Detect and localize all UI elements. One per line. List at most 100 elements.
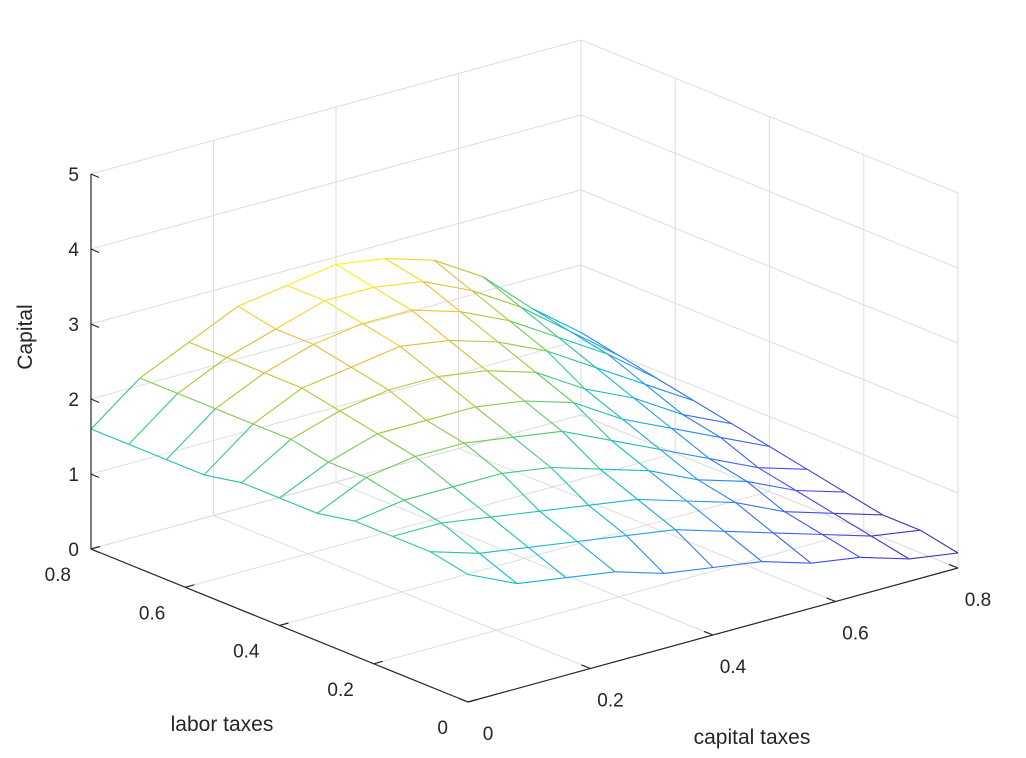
mesh-segment	[795, 489, 845, 493]
mesh-segment	[562, 430, 612, 441]
mesh-segment	[577, 535, 627, 543]
mesh-segment	[746, 480, 797, 492]
mesh-segment	[622, 418, 661, 450]
mesh-segment	[633, 397, 672, 429]
mesh-segment	[569, 330, 608, 355]
x-tick-mark	[458, 697, 469, 703]
mesh-segment	[610, 439, 650, 472]
x-tick-mark	[703, 630, 714, 636]
mesh-segment	[546, 350, 597, 369]
mesh-segment	[350, 366, 390, 391]
mesh-segment	[449, 339, 499, 343]
mesh-segment	[573, 402, 623, 420]
mesh-segment	[460, 311, 510, 322]
mesh-segment	[377, 433, 416, 457]
mesh-segment	[550, 466, 600, 470]
x-tick-mark	[826, 597, 836, 603]
mesh-segment	[399, 345, 439, 378]
mesh-segment	[241, 438, 292, 484]
right-wall-gridline	[580, 339, 959, 494]
mesh-segment	[437, 376, 476, 408]
mesh-segment	[448, 339, 488, 372]
mesh-segment	[433, 259, 473, 291]
mesh-segment	[90, 377, 141, 430]
mesh-segment	[290, 410, 341, 440]
mesh-segment	[422, 280, 472, 292]
mesh-segment	[264, 343, 314, 374]
mesh-segment	[279, 497, 318, 514]
mesh-segment	[769, 446, 808, 470]
mesh-segment	[588, 498, 638, 506]
mesh-segment	[350, 345, 401, 368]
mesh-segment	[430, 551, 480, 554]
x-tick-mark	[581, 664, 591, 670]
y-tick-label: 0.2	[327, 680, 353, 701]
mesh-segment	[463, 442, 503, 474]
mesh-segment	[90, 428, 129, 445]
mesh-segment	[693, 400, 733, 425]
mesh-segment	[528, 540, 578, 548]
y-tick-label: 0.6	[139, 603, 165, 624]
mesh-segment	[531, 307, 582, 333]
mesh-segment	[697, 479, 736, 504]
mesh-segment	[550, 467, 589, 506]
mesh-segment	[471, 290, 510, 322]
mesh-segment	[558, 336, 597, 369]
mesh-segment	[328, 433, 378, 463]
mesh-segment	[400, 339, 450, 347]
mesh-segment	[618, 354, 657, 379]
z-tick-label: 2	[68, 390, 79, 411]
mesh-segment	[524, 400, 563, 432]
mesh-segment	[607, 353, 657, 379]
mesh-segment	[226, 328, 276, 358]
mesh-segment	[644, 383, 695, 402]
mesh-segment	[471, 289, 521, 308]
mesh-segment	[622, 418, 672, 429]
back-wall-gridline	[90, 114, 582, 250]
mesh-segment	[735, 502, 774, 534]
mesh-segment	[286, 263, 337, 286]
mesh-segment	[497, 341, 548, 352]
mesh-segment	[433, 259, 484, 278]
mesh-segment	[403, 499, 442, 524]
mesh-segment	[512, 436, 552, 468]
mesh-segment	[535, 371, 574, 404]
mesh-segment	[486, 370, 525, 402]
mesh-segment	[188, 305, 239, 343]
mesh-segment	[279, 461, 329, 499]
mesh-segment	[576, 541, 616, 573]
mesh-segment	[324, 286, 374, 302]
right-wall-gridline	[580, 39, 959, 194]
mesh-segment	[675, 529, 725, 532]
mesh-segment	[478, 552, 518, 585]
mesh-segment	[203, 423, 254, 476]
mesh-segment	[761, 561, 812, 564]
mesh-segment	[520, 306, 559, 338]
mesh-segment	[177, 392, 216, 410]
mesh-segment	[264, 372, 303, 389]
mesh-segment	[882, 514, 921, 531]
mesh-segment	[403, 486, 454, 501]
mesh-segment	[731, 423, 770, 447]
x-tick-label: 0	[483, 724, 494, 745]
mesh-segment	[784, 511, 834, 514]
mesh-segment	[663, 566, 714, 574]
y-tick-mark	[279, 622, 289, 627]
mesh-segment	[746, 480, 785, 513]
mesh-segment	[354, 499, 405, 522]
mesh-segment	[527, 546, 567, 579]
mesh-segment	[426, 406, 476, 421]
mesh-segment	[735, 502, 785, 513]
mesh-segment	[757, 467, 797, 491]
mesh-segment	[580, 332, 619, 356]
mesh-segment	[682, 414, 721, 438]
mesh-segment	[784, 511, 823, 535]
z-tick-mark	[90, 173, 100, 179]
z-tick-label: 1	[68, 465, 79, 486]
mesh-segment	[599, 468, 638, 500]
z-tick-label: 5	[68, 165, 79, 186]
x-tick-label: 0.8	[965, 590, 991, 611]
y-tick-label: 0.8	[45, 565, 71, 586]
mesh-segment	[513, 430, 563, 438]
mesh-segment	[482, 276, 522, 308]
